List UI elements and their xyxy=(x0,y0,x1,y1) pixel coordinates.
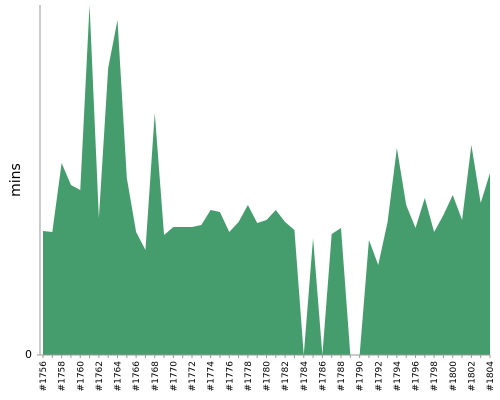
x-tick-label: #1790 xyxy=(356,361,366,392)
x-tick-label: #1760 xyxy=(76,361,86,392)
x-tick-label: #1772 xyxy=(188,361,198,391)
x-tick-label: #1764 xyxy=(114,361,124,392)
x-tick-label: #1800 xyxy=(449,361,459,392)
x-tick-label: #1796 xyxy=(412,361,422,392)
x-tick-label: #1798 xyxy=(430,361,440,392)
x-tick-label: #1780 xyxy=(263,361,273,392)
x-tick-label: #1770 xyxy=(169,361,179,392)
x-tick-label: #1792 xyxy=(374,361,384,391)
x-tick-label: #1768 xyxy=(151,361,161,392)
x-tick-label: #1756 xyxy=(39,361,49,392)
x-tick-label: #1782 xyxy=(281,361,291,391)
x-tick-label: #1774 xyxy=(207,361,217,392)
x-tick-label: #1778 xyxy=(244,361,254,392)
x-tick-label: #1788 xyxy=(337,361,347,392)
x-tick-label: #1776 xyxy=(225,361,235,392)
x-tick-label: #1802 xyxy=(467,361,477,391)
x-tick-label: #1766 xyxy=(132,361,142,392)
x-tick-label: #1762 xyxy=(95,361,105,391)
x-tick-label: #1804 xyxy=(486,361,496,392)
x-tick-label: #1784 xyxy=(300,361,310,392)
area xyxy=(43,5,490,355)
y-tick-label: 0 xyxy=(25,348,32,361)
x-tick-label: #1794 xyxy=(393,361,403,392)
y-axis-label: mins xyxy=(8,163,24,197)
x-tick-label: #1758 xyxy=(58,361,68,392)
x-tick-label: #1786 xyxy=(318,361,328,392)
